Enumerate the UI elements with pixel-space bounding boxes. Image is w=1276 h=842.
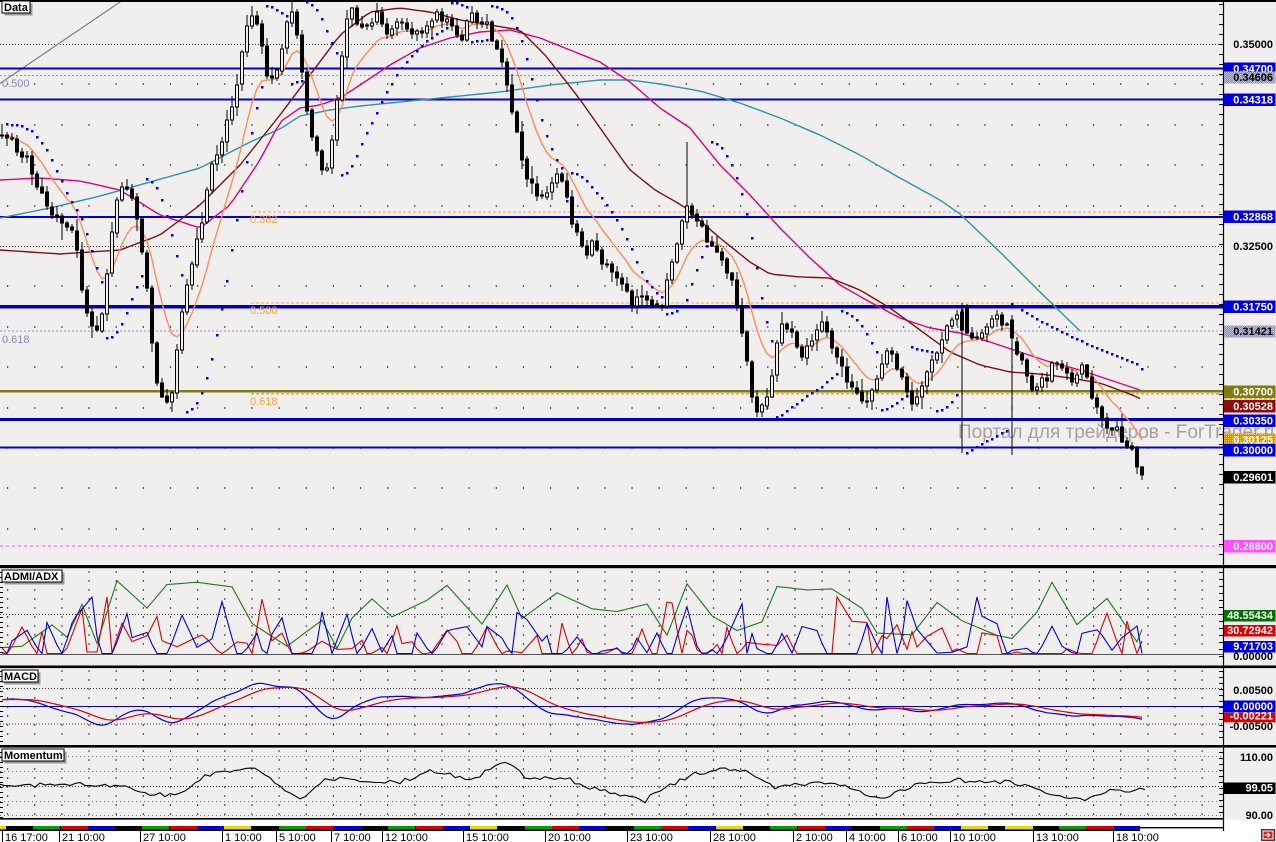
svg-text:-0.00221: -0.00221	[1230, 711, 1273, 723]
svg-text:0.382: 0.382	[250, 214, 278, 226]
svg-text:0.618: 0.618	[2, 334, 30, 346]
svg-text:Data: Data	[4, 2, 29, 14]
svg-text:7 10:00: 7 10:00	[334, 832, 371, 842]
svg-text:16 17:00: 16 17:00	[5, 832, 48, 842]
svg-text:0.00000: 0.00000	[1233, 701, 1273, 713]
svg-text:MACD: MACD	[4, 671, 37, 683]
svg-text:99.05: 99.05	[1245, 782, 1273, 794]
svg-text:90.00: 90.00	[1245, 810, 1273, 822]
svg-text:0.00000: 0.00000	[1233, 651, 1273, 663]
svg-text:0.29601: 0.29601	[1233, 472, 1273, 484]
svg-text:21 10:00: 21 10:00	[62, 832, 105, 842]
svg-text:110.00: 110.00	[1240, 752, 1273, 764]
svg-text:20 10:00: 20 10:00	[548, 832, 591, 842]
svg-text:0.30528: 0.30528	[1233, 401, 1273, 413]
svg-text:ADMI/ADX: ADMI/ADX	[4, 571, 59, 583]
svg-text:0.00500: 0.00500	[1233, 685, 1273, 697]
svg-text:18 10:00: 18 10:00	[1116, 832, 1159, 842]
svg-text:0.32868: 0.32868	[1233, 211, 1273, 223]
svg-text:28 10:00: 28 10:00	[713, 832, 756, 842]
svg-text:5 10:00: 5 10:00	[279, 832, 316, 842]
svg-text:0.31421: 0.31421	[1233, 326, 1273, 338]
svg-text:30.72942: 30.72942	[1227, 625, 1273, 637]
svg-text:0.500: 0.500	[250, 305, 278, 317]
svg-text:0.30000: 0.30000	[1233, 445, 1273, 457]
svg-text:0.30350: 0.30350	[1233, 415, 1273, 427]
svg-text:Портал для трейдеров - ForTrad: Портал для трейдеров - ForTrader.ru	[958, 422, 1276, 443]
svg-text:9.71703: 9.71703	[1233, 641, 1273, 653]
svg-text:1 10:00: 1 10:00	[225, 832, 262, 842]
svg-text:0.30700: 0.30700	[1233, 386, 1273, 398]
svg-text:0.30125: 0.30125	[1233, 434, 1273, 446]
svg-text:0.35000: 0.35000	[1233, 39, 1273, 51]
svg-text:Momentum: Momentum	[4, 750, 63, 762]
svg-text:4 10:00: 4 10:00	[849, 832, 886, 842]
svg-text:-0.00500: -0.00500	[1230, 721, 1273, 733]
svg-text:12 10:00: 12 10:00	[385, 832, 428, 842]
svg-text:2 10:00: 2 10:00	[796, 832, 833, 842]
svg-text:10 10:00: 10 10:00	[953, 832, 996, 842]
svg-text:0.32500: 0.32500	[1233, 241, 1273, 253]
svg-text:27 10:00: 27 10:00	[143, 832, 186, 842]
svg-text:23 10:00: 23 10:00	[630, 832, 673, 842]
svg-text:15 10:00: 15 10:00	[466, 832, 509, 842]
svg-text:0.34318: 0.34318	[1233, 94, 1273, 106]
svg-text:48.55434: 48.55434	[1227, 610, 1274, 622]
svg-text:6 10:00: 6 10:00	[901, 832, 938, 842]
svg-text:0.34606: 0.34606	[1233, 72, 1273, 84]
svg-text:0.31750: 0.31750	[1233, 301, 1273, 313]
svg-text:0.28800: 0.28800	[1233, 541, 1273, 553]
svg-text:0.618: 0.618	[250, 396, 278, 408]
svg-text:13 10:00: 13 10:00	[1036, 832, 1079, 842]
svg-text:0.500: 0.500	[2, 78, 30, 90]
